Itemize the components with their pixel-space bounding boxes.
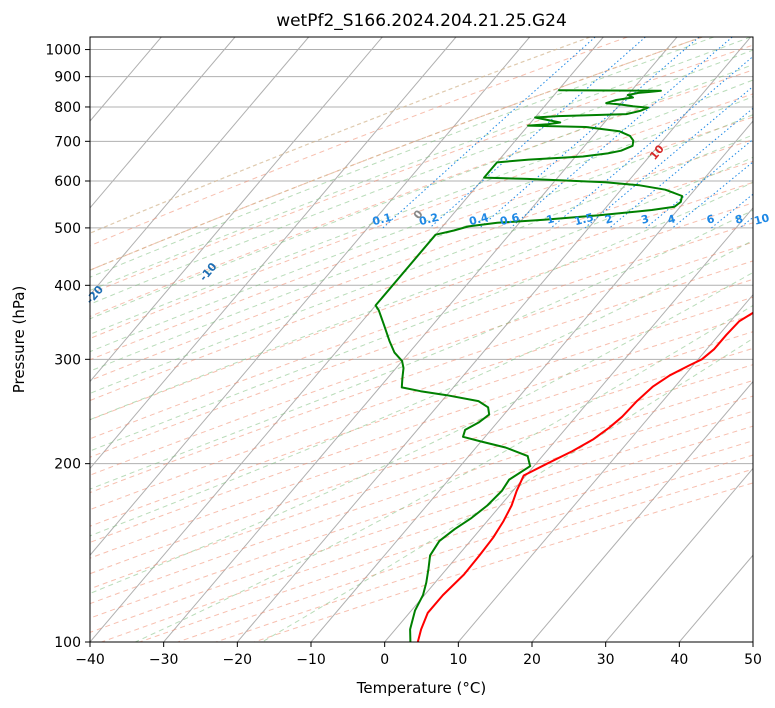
x-tick-label: 0 — [380, 652, 389, 668]
isotherm-line — [90, 37, 531, 556]
mixing-ratio-label: 6 — [705, 212, 716, 227]
mixing-ratio-line — [479, 37, 700, 229]
dry-adiabat-line — [90, 116, 753, 361]
y-tick-label: 1000 — [45, 43, 81, 59]
y-tick-label: 400 — [54, 278, 81, 294]
mixing-ratio-label: 10 — [753, 211, 771, 228]
mixing-ratio-label: 1 — [545, 212, 556, 227]
x-tick-label: −30 — [149, 652, 179, 668]
moist-adiabat-line — [90, 49, 753, 305]
moist-adiabat-line — [90, 209, 753, 490]
isotherm-line — [236, 37, 752, 642]
isotherm-line — [90, 37, 383, 383]
y-tick-label: 100 — [54, 635, 81, 651]
mixing-ratio-line — [510, 37, 733, 229]
y-tick-label: 900 — [54, 70, 81, 86]
dry-adiabat-line — [90, 69, 753, 318]
y-axis-label: Pressure (hPa) — [10, 286, 28, 394]
x-tick-label: 20 — [523, 652, 541, 668]
mixing-ratio-line — [645, 138, 753, 229]
x-axis-ticks: −40 −30 −20 −10 0 10 20 30 40 50 — [75, 642, 762, 668]
dry-adiabat-line — [90, 181, 753, 421]
isotherm-line — [90, 37, 457, 470]
mixing-ratio-label: 0.6 — [499, 211, 522, 229]
isotherm-line — [163, 37, 678, 642]
dry-adiabat-line — [90, 241, 753, 476]
sounding-profiles — [374, 89, 753, 642]
isotherm-line — [531, 380, 753, 642]
mixing-ratio-line — [382, 37, 596, 229]
isotherm-line — [90, 37, 236, 209]
isotherm-line — [384, 207, 753, 642]
plot-area — [90, 37, 753, 642]
isotherm-line — [90, 37, 310, 296]
moist-adiabat-line — [90, 37, 751, 292]
y-tick-label: 500 — [54, 221, 81, 237]
dry-adiabat-line — [90, 37, 628, 247]
x-tick-label: 50 — [744, 652, 762, 668]
moist-adiabat-line — [90, 271, 753, 594]
dry-adiabat-line — [90, 331, 753, 559]
mixing-ratio-label: 0.1 — [371, 211, 393, 229]
x-tick-label: 30 — [597, 652, 615, 668]
x-axis-label: Temperature (°C) — [356, 679, 486, 697]
x-tick-label: 10 — [449, 652, 467, 668]
moist-adiabat-line — [90, 181, 753, 452]
mixing-ratio-label: 8 — [734, 212, 745, 227]
y-tick-label: 300 — [54, 352, 81, 368]
y-tick-label: 700 — [54, 134, 81, 150]
isotherm-line — [90, 37, 604, 642]
x-tick-label: −20 — [223, 652, 253, 668]
dewpoint-profile — [374, 89, 684, 642]
isotherm-line — [457, 293, 753, 642]
mixing-ratio-label: 1.5 — [573, 211, 595, 229]
dry-adiabat-line — [90, 202, 753, 440]
moist-adiabat-line — [90, 37, 714, 278]
plot-frame — [89, 36, 754, 643]
dry-adiabat-line — [90, 379, 753, 605]
x-tick-label: −10 — [296, 652, 326, 668]
dry-adiabat-line — [90, 278, 753, 511]
x-tick-label: −40 — [75, 652, 105, 668]
temperature-profile — [416, 311, 753, 642]
reference-curve — [90, 37, 591, 234]
moist-adiabat-line — [90, 134, 753, 394]
y-tick-label: 800 — [54, 100, 81, 116]
mixing-ratio-label: 3 — [640, 212, 651, 227]
moist-adiabat-line — [90, 96, 753, 353]
dry-adiabat-line — [90, 296, 753, 527]
y-axis-ticks: 100 200 300 400 500 600 700 800 900 1000 — [45, 43, 90, 651]
dry-adiabat-line — [90, 160, 753, 402]
moist-adiabat-line — [90, 64, 753, 320]
moist-adiabat-line — [135, 304, 753, 642]
y-tick-label: 600 — [54, 174, 81, 190]
mixing-ratio-label: 0.4 — [468, 211, 491, 229]
mixing-ratio-line — [550, 55, 753, 229]
dry-adiabat-line — [90, 93, 753, 339]
mixing-ratio-label: 0.2 — [418, 211, 440, 229]
dry-adiabat-line — [90, 44, 753, 295]
mixing-ratio-label: 4 — [666, 212, 677, 227]
isotherm-line — [605, 467, 753, 642]
x-tick-label: 40 — [670, 652, 688, 668]
background-lines — [90, 37, 753, 642]
chart-title: wetPf2_S166.2024.204.21.25.G24 — [276, 11, 567, 31]
mixing-ratio-label: 2 — [603, 212, 614, 227]
y-tick-label: 200 — [54, 457, 81, 473]
